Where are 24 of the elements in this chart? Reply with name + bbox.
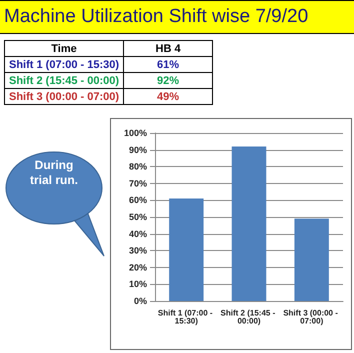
- y-tick-label: 90%: [128, 144, 147, 155]
- x-tick-label: Shift 1 (07:00 - 15:30): [158, 308, 215, 326]
- category-label: Shift 3 (00:00 - 07:00): [9, 90, 120, 102]
- chart-title: Machine Utilization Shift wise 7/9/20: [0, 0, 354, 34]
- y-tick-label: 70%: [128, 178, 147, 188]
- y-tick-label: 20%: [128, 262, 147, 272]
- x-tick-label: Shift 3 (00:00 - 07:00): [283, 308, 340, 326]
- y-tick-label: 30%: [128, 246, 147, 256]
- text: Time: [4, 40, 124, 56]
- y-tick-label: 0%: [134, 296, 147, 306]
- y-tick-label: 60%: [128, 195, 147, 206]
- text: 49%: [124, 88, 213, 104]
- text: HB 4: [124, 40, 213, 56]
- y-tick-label: 10%: [128, 279, 147, 290]
- text: 92%: [124, 72, 213, 88]
- y-tick-label: 100%: [124, 128, 147, 138]
- y-tick-label: 40%: [128, 228, 147, 239]
- category-label: Shift 1 (07:00 - 15:30): [9, 58, 120, 70]
- category-label: Shift 2 (15:45 - 00:00): [9, 74, 120, 86]
- y-tick-label: 50%: [128, 212, 147, 222]
- x-tick-label: Shift 2 (15:45 - 00:00): [220, 308, 278, 326]
- y-tick-label: 80%: [128, 162, 147, 172]
- text: During trial run.: [28, 158, 79, 188]
- text: 61%: [124, 56, 213, 72]
